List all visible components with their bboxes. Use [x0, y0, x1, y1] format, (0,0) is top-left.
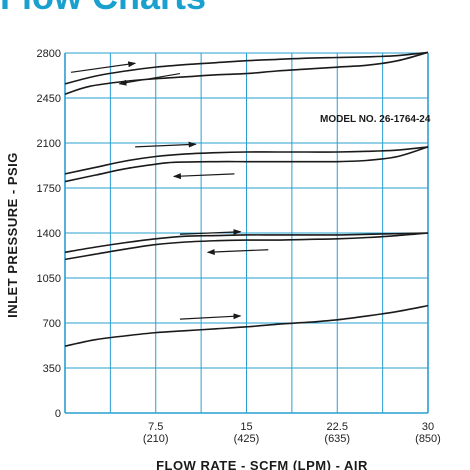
- direction-arrow: [206, 248, 269, 255]
- x-tick-labels: 7.5(210) 15(425) 22.5(635) 30(850): [143, 421, 441, 445]
- x-tick-sublabel: (425): [234, 433, 260, 445]
- y-axis-title: INLET PRESSURE - PSIG: [5, 152, 20, 318]
- direction-arrow: [172, 173, 235, 180]
- x-tick-label: 15: [240, 421, 252, 433]
- y-tick-label: 2800: [37, 48, 61, 60]
- direction-arrow: [118, 72, 181, 86]
- flow-curve: [64, 146, 429, 183]
- flow-curve: [64, 51, 429, 85]
- curves-layer: [64, 51, 429, 347]
- y-tick-label: 1050: [37, 273, 61, 285]
- y-tick-labels: 0 350 700 1050 1400 1750 2100 2450 2800: [37, 48, 61, 420]
- x-tick-sublabel: (850): [415, 433, 441, 445]
- flow-curve: [64, 232, 429, 261]
- y-tick-label: 350: [43, 363, 61, 375]
- x-tick-label: 22.5: [327, 421, 348, 433]
- x-tick-sublabel: (635): [324, 433, 350, 445]
- y-tick-label: 2100: [37, 138, 61, 150]
- x-tick-label: 7.5: [148, 421, 163, 433]
- arrows-layer: [70, 61, 269, 320]
- model-annotation: MODEL NO. 26-1764-24: [320, 114, 431, 125]
- flow-curve: [64, 232, 429, 254]
- flow-curve: [64, 304, 429, 347]
- y-tick-label: 1750: [37, 183, 61, 195]
- x-tick-label: 30: [422, 421, 434, 433]
- direction-arrow: [179, 229, 242, 236]
- x-tick-sublabel: (210): [143, 433, 169, 445]
- x-axis-title: FLOW RATE - SCFM (LPM) - AIR: [156, 458, 368, 470]
- flow-curve: [64, 146, 429, 175]
- direction-arrow: [70, 61, 137, 73]
- y-tick-label: 1400: [37, 228, 61, 240]
- direction-arrow: [135, 141, 197, 148]
- grid-layer: [64, 52, 429, 414]
- direction-arrow: [179, 313, 242, 320]
- y-tick-label: 0: [55, 408, 61, 420]
- page-heading: Flow Charts: [0, 0, 206, 17]
- y-tick-label: 700: [43, 318, 61, 330]
- y-tick-label: 2450: [37, 93, 61, 105]
